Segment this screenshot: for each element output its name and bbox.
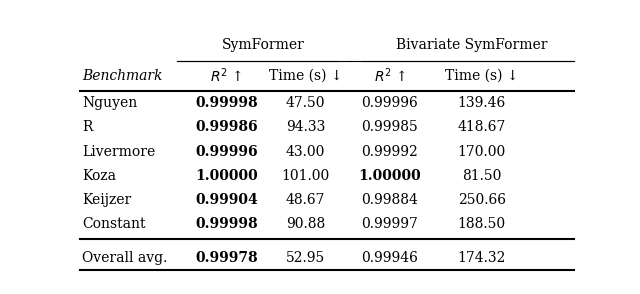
Text: Constant: Constant — [83, 217, 146, 231]
Text: 418.67: 418.67 — [458, 121, 506, 134]
Text: 0.99998: 0.99998 — [195, 96, 258, 110]
Text: Time (s) ↓: Time (s) ↓ — [445, 69, 518, 83]
Text: $R^2$ ↑: $R^2$ ↑ — [210, 67, 243, 85]
Text: 101.00: 101.00 — [282, 169, 330, 183]
Text: 81.50: 81.50 — [462, 169, 502, 183]
Text: $R^2$ ↑: $R^2$ ↑ — [374, 67, 406, 85]
Text: 170.00: 170.00 — [458, 145, 506, 159]
Text: SymFormer: SymFormer — [222, 39, 305, 52]
Text: Livermore: Livermore — [83, 145, 156, 159]
Text: 43.00: 43.00 — [286, 145, 325, 159]
Text: Nguyen: Nguyen — [83, 96, 138, 110]
Text: 0.99992: 0.99992 — [362, 145, 419, 159]
Text: 0.99985: 0.99985 — [362, 121, 419, 134]
Text: 0.99884: 0.99884 — [362, 193, 419, 207]
Text: 0.99998: 0.99998 — [195, 217, 258, 231]
Text: Bivariate SymFormer: Bivariate SymFormer — [396, 39, 548, 52]
Text: 250.66: 250.66 — [458, 193, 506, 207]
Text: Koza: Koza — [83, 169, 116, 183]
Text: 139.46: 139.46 — [458, 96, 506, 110]
Text: 47.50: 47.50 — [286, 96, 325, 110]
Text: 0.99986: 0.99986 — [195, 121, 258, 134]
Text: 0.99997: 0.99997 — [362, 217, 419, 231]
Text: Benchmark: Benchmark — [83, 69, 163, 83]
Text: 1.00000: 1.00000 — [358, 169, 421, 183]
Text: 48.67: 48.67 — [286, 193, 325, 207]
Text: 94.33: 94.33 — [286, 121, 325, 134]
Text: R: R — [83, 121, 93, 134]
Text: 0.99946: 0.99946 — [362, 251, 419, 265]
Text: 0.99996: 0.99996 — [195, 145, 258, 159]
Text: 90.88: 90.88 — [286, 217, 325, 231]
Text: Time (s) ↓: Time (s) ↓ — [269, 69, 342, 83]
Text: 0.99996: 0.99996 — [362, 96, 419, 110]
Text: Keijzer: Keijzer — [83, 193, 132, 207]
Text: 188.50: 188.50 — [458, 217, 506, 231]
Text: 174.32: 174.32 — [458, 251, 506, 265]
Text: Overall avg.: Overall avg. — [83, 251, 168, 265]
Text: 0.99978: 0.99978 — [195, 251, 258, 265]
Text: 0.99904: 0.99904 — [195, 193, 258, 207]
Text: 1.00000: 1.00000 — [195, 169, 258, 183]
Text: 52.95: 52.95 — [286, 251, 325, 265]
